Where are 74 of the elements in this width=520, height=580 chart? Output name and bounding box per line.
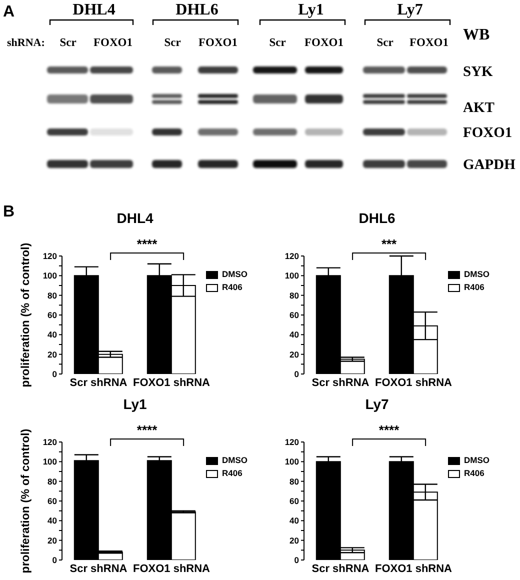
y-tick-label: 100	[42, 270, 58, 281]
y-tick-label: 0	[52, 369, 58, 380]
y-tick-label: 80	[48, 290, 58, 300]
legend-label: DMSO	[222, 268, 248, 281]
chart-title: Ly1	[123, 396, 148, 412]
y-tick-label: 20	[290, 349, 300, 360]
text: Ly1	[298, 2, 324, 18]
x-tick-label: FOXO1 shRNA	[374, 562, 452, 575]
y-tick-label: 40	[48, 330, 58, 340]
y-tick-label: 0	[294, 555, 300, 566]
y-tick-label: 60	[290, 310, 300, 320]
text: WB	[463, 26, 490, 44]
legend-label: DMSO	[222, 454, 248, 467]
y-tick-label: 60	[48, 310, 58, 320]
text: FOXO1	[304, 37, 344, 49]
x-tick-label: FOXO1 shRNA	[374, 376, 452, 389]
text: DHL6	[176, 2, 218, 18]
text: shRNA:	[7, 37, 45, 49]
y-tick-label: 100	[284, 270, 300, 281]
text: Scr	[60, 37, 76, 49]
legend-label: R406	[464, 281, 484, 294]
legend-label: DMSO	[464, 454, 490, 467]
x-tick-label: FOXO1 shRNA	[132, 376, 210, 389]
y-axis-title: proliferation (% of control)	[20, 242, 32, 388]
text: Scr	[269, 37, 286, 49]
x-tick-label: Scr shRNA	[70, 562, 128, 575]
text: FOXO1	[94, 37, 133, 49]
legend-label: R406	[222, 467, 242, 480]
y-tick-label: 100	[284, 456, 300, 467]
x-tick-label: FOXO1 shRNA	[132, 562, 210, 575]
chart-title: Ly7	[365, 396, 390, 412]
text: Scr	[376, 37, 394, 49]
text: A	[3, 4, 15, 20]
legend-label: R406	[464, 467, 484, 480]
text: FOXO1	[463, 125, 512, 141]
chart-title: DHL4	[116, 210, 154, 226]
y-tick-label: 80	[290, 476, 300, 486]
y-tick-label: 120	[284, 251, 300, 262]
y-tick-label: 120	[42, 251, 58, 262]
text: FOXO1	[410, 37, 449, 49]
text: DHL4	[72, 2, 116, 18]
y-tick-label: 100	[42, 456, 58, 467]
x-tick-label: Scr shRNA	[312, 376, 370, 389]
chart-title: DHL6	[358, 210, 396, 226]
y-tick-label: 20	[290, 535, 300, 546]
text: B	[3, 204, 15, 220]
text: ****	[378, 422, 400, 438]
y-tick-label: 60	[48, 496, 58, 506]
y-tick-label: 40	[48, 516, 58, 526]
text: GAPDH	[463, 157, 516, 173]
text: ****	[136, 236, 158, 252]
text: Ly7	[397, 2, 423, 18]
y-tick-label: 40	[290, 516, 300, 526]
text: FOXO1	[198, 37, 238, 49]
x-tick-label: Scr shRNA	[70, 376, 128, 389]
y-tick-label: 80	[290, 290, 300, 300]
y-tick-label: 0	[52, 555, 58, 566]
text: ***	[381, 236, 398, 252]
y-tick-label: 0	[294, 369, 300, 380]
y-tick-label: 60	[290, 496, 300, 506]
text: SYK	[463, 64, 494, 80]
y-tick-label: 80	[48, 476, 58, 486]
y-tick-label: 20	[48, 349, 58, 360]
text: ****	[136, 422, 158, 438]
x-tick-label: Scr shRNA	[312, 562, 370, 575]
y-tick-label: 20	[48, 535, 58, 546]
y-tick-label: 120	[42, 437, 58, 448]
text: Scr	[164, 37, 181, 49]
y-axis-title: proliferation (% of control)	[20, 428, 32, 574]
legend-label: R406	[222, 281, 242, 294]
y-tick-label: 120	[284, 437, 300, 448]
text: AKT	[463, 100, 495, 116]
legend-label: DMSO	[464, 268, 490, 281]
y-tick-label: 40	[290, 330, 300, 340]
